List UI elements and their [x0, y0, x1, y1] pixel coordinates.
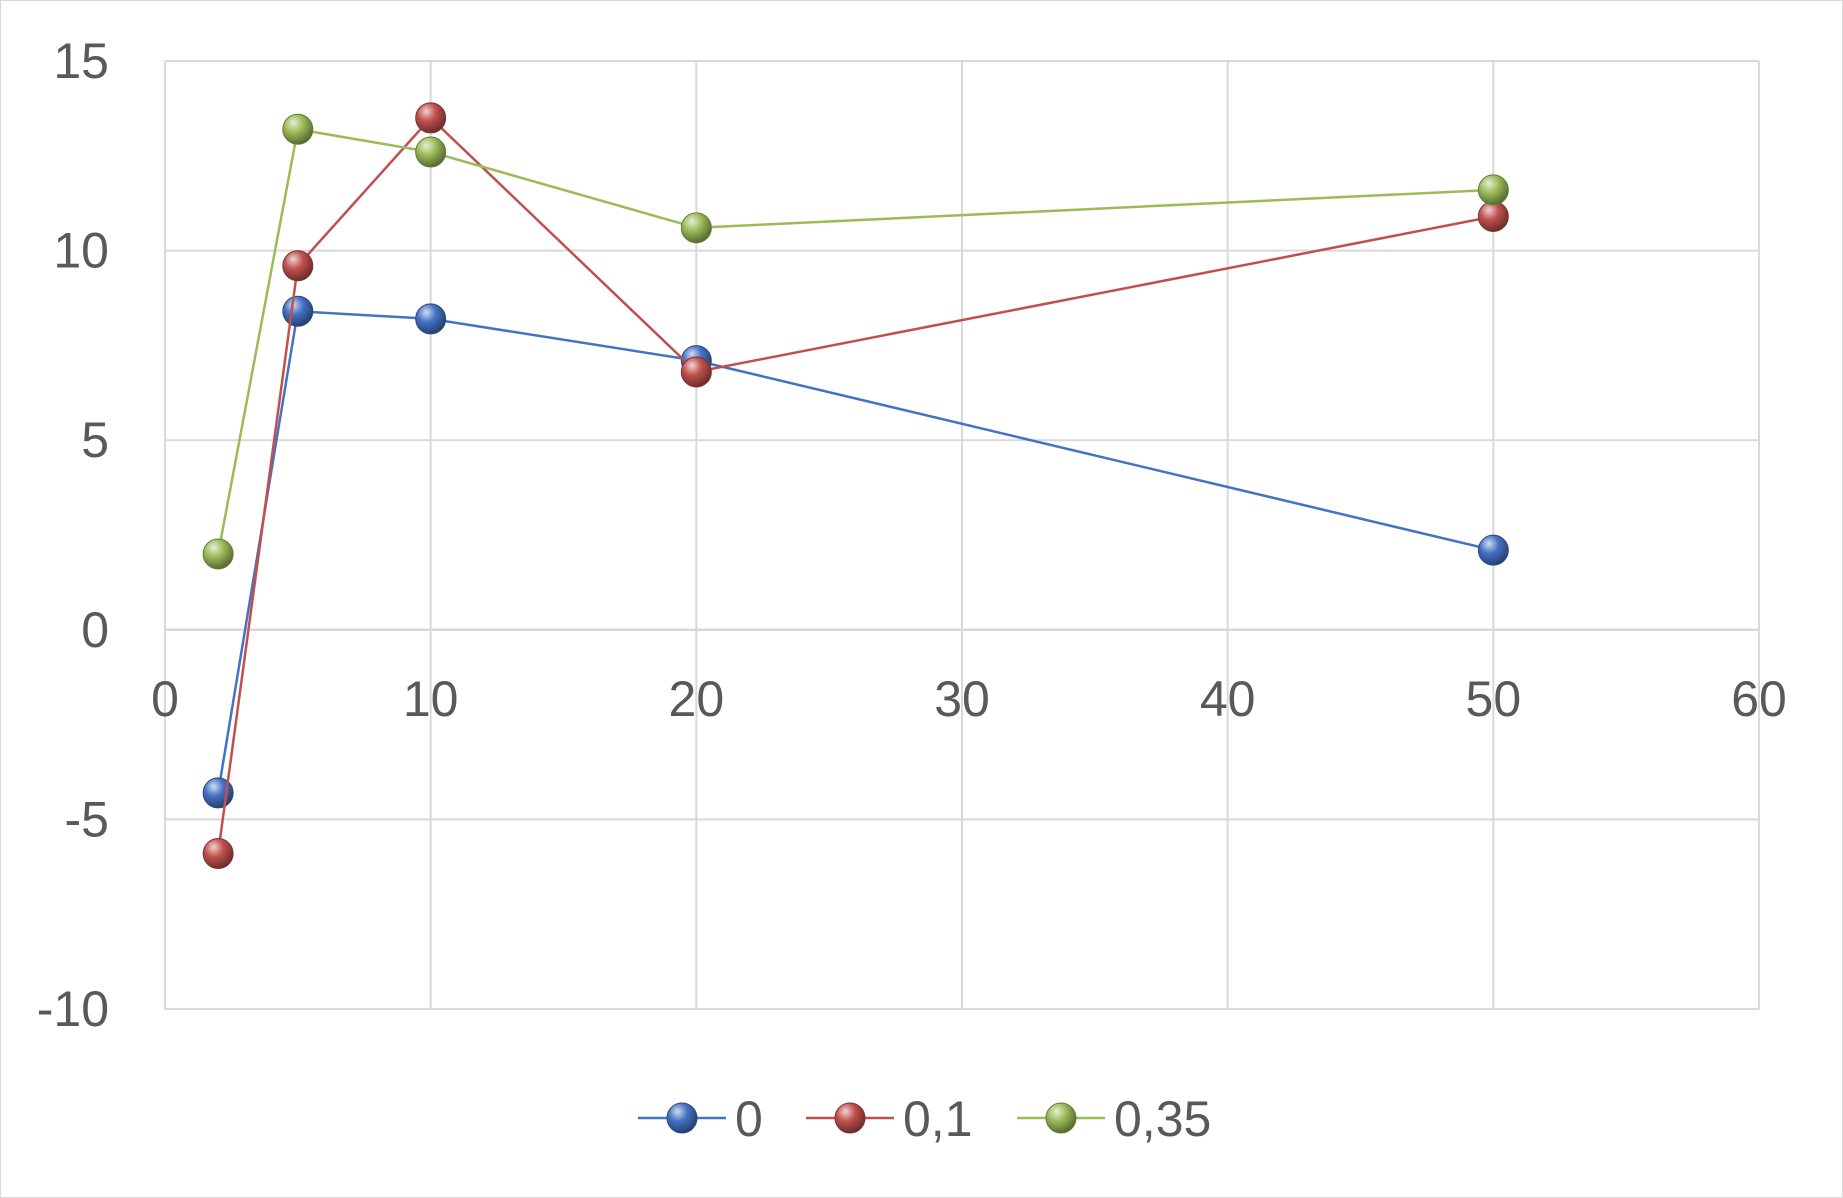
legend-marker [666, 1102, 698, 1134]
legend-label: 0,35 [1114, 1091, 1211, 1147]
x-tick-label: 40 [1200, 671, 1256, 727]
y-tick-label: -5 [65, 791, 109, 847]
data-point [1477, 200, 1509, 232]
legend: 0 0,1 0,35 [638, 1091, 1211, 1147]
axes: -10 -5 0 5 10 15 0 10 20 30 40 50 60 [37, 33, 1787, 1037]
data-point [282, 250, 314, 282]
data-point [282, 295, 314, 327]
x-tick-label: 10 [403, 671, 459, 727]
data-point [415, 136, 447, 168]
series-0 [202, 295, 1509, 809]
y-tick-label: 15 [53, 33, 109, 89]
series-1 [202, 102, 1509, 870]
data-point [680, 356, 712, 388]
data-point [415, 102, 447, 134]
y-tick-label: 0 [81, 602, 109, 658]
legend-marker [834, 1102, 866, 1134]
data-point [1477, 534, 1509, 566]
series-2 [202, 113, 1509, 570]
grid [164, 60, 1760, 1010]
data-point [680, 212, 712, 244]
data-point [202, 538, 234, 570]
y-tick-label: -10 [37, 981, 109, 1037]
x-tick-label: 0 [151, 671, 179, 727]
legend-marker [1045, 1102, 1077, 1134]
legend-item: 0,35 [1017, 1091, 1211, 1147]
data-point [415, 303, 447, 335]
y-tick-label: 5 [81, 412, 109, 468]
x-tick-label: 50 [1466, 671, 1522, 727]
x-tick-label: 60 [1731, 671, 1787, 727]
series [202, 102, 1509, 870]
series-line [216, 116, 1494, 854]
legend-item: 0,1 [806, 1091, 973, 1147]
legend-label: 0,1 [903, 1091, 973, 1147]
data-point [1477, 174, 1509, 206]
x-tick-label: 20 [669, 671, 725, 727]
legend-label: 0 [735, 1091, 763, 1147]
x-tick-label: 30 [934, 671, 990, 727]
data-point [282, 113, 314, 145]
y-tick-label: 10 [53, 223, 109, 279]
data-point [202, 838, 234, 870]
legend-item: 0 [638, 1091, 763, 1147]
